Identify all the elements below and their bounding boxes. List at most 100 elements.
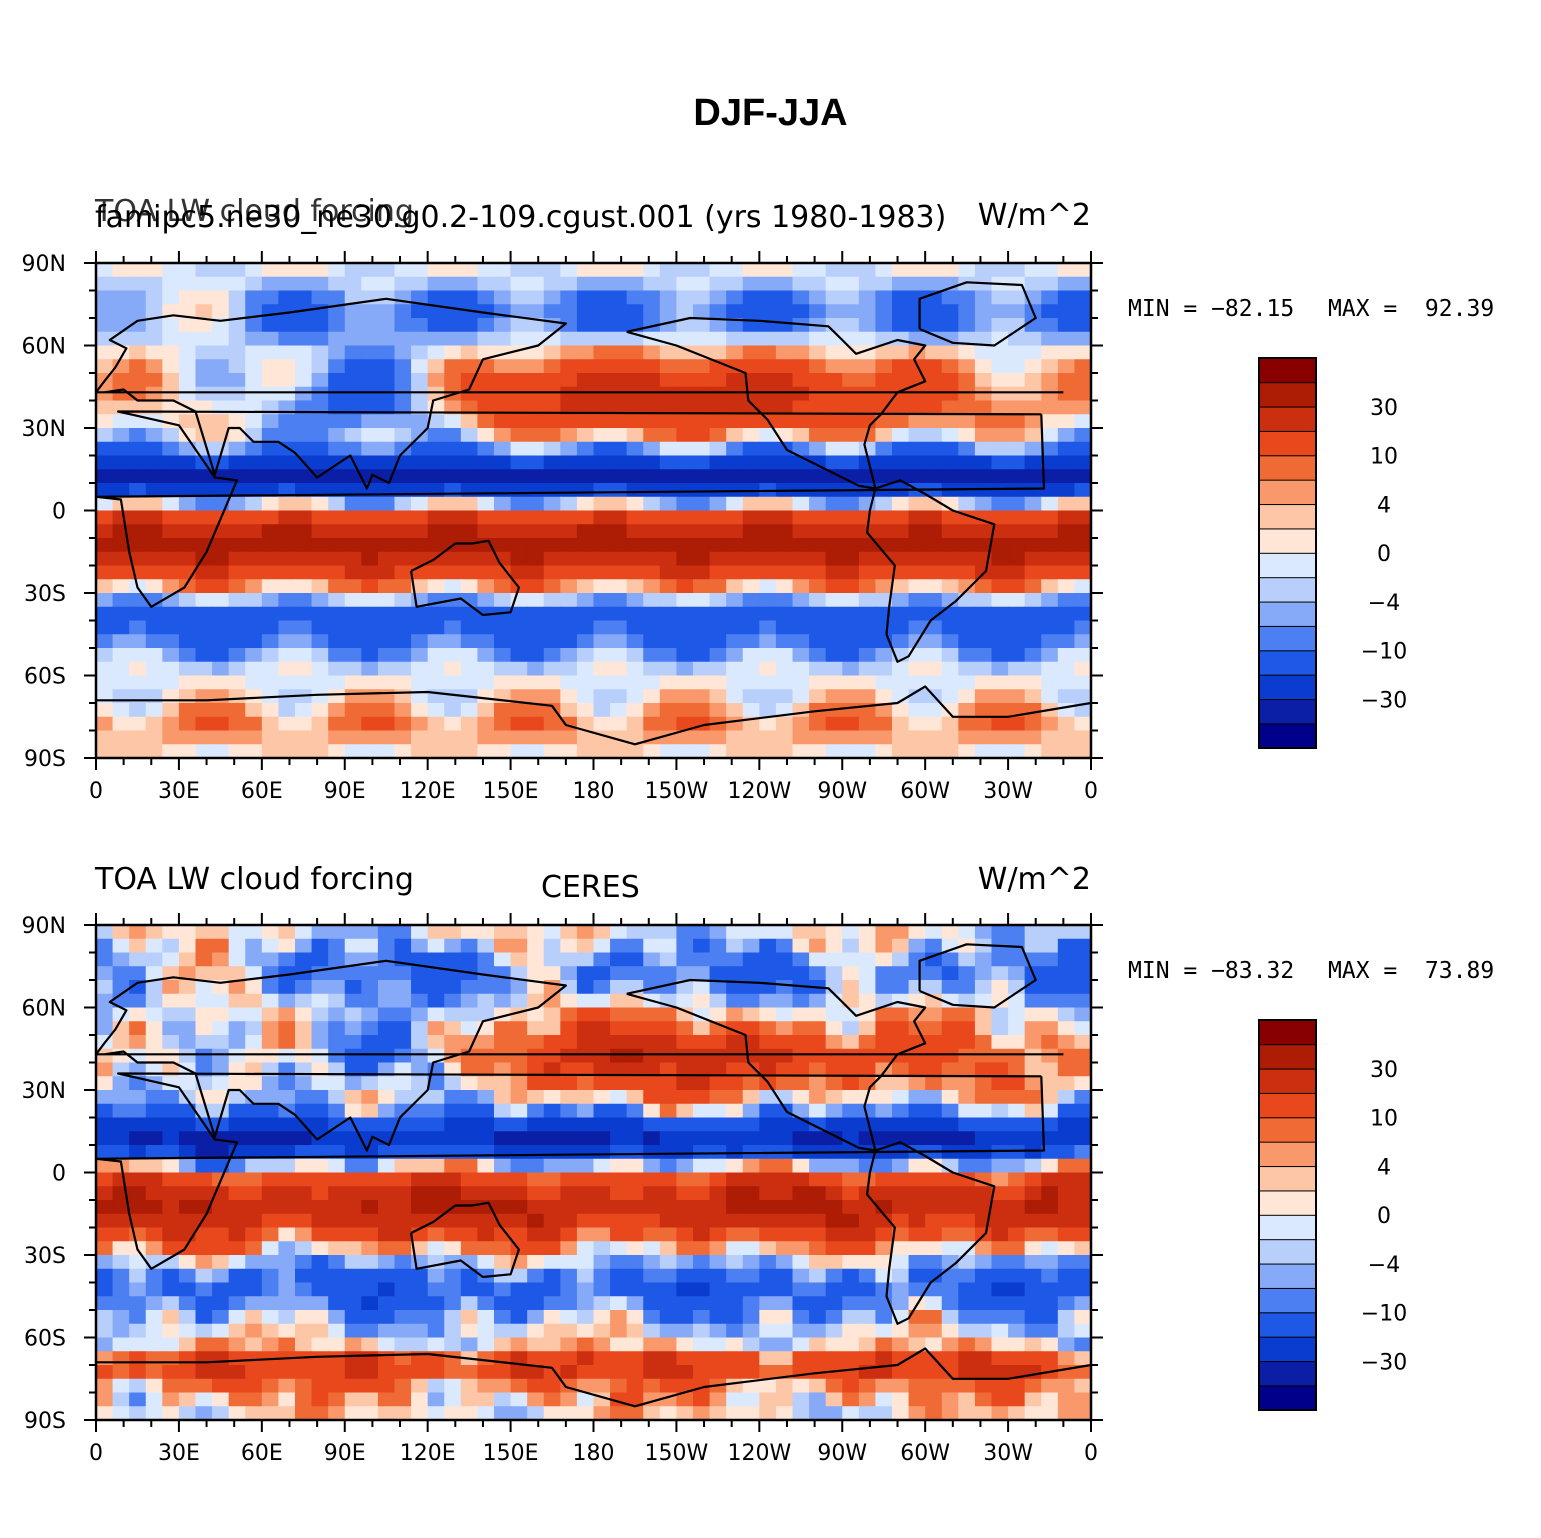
heatmap-cell <box>510 980 528 995</box>
heatmap-cell <box>610 1351 628 1366</box>
heatmap-cell <box>1074 606 1091 622</box>
heatmap-cell <box>212 634 230 649</box>
y-tick-label: 60S <box>24 665 66 690</box>
max-value-label: MAX = 73.89 <box>1328 958 1495 984</box>
heatmap-cell <box>344 1323 362 1339</box>
heatmap-cell <box>726 1213 744 1229</box>
heatmap-cell <box>925 1021 943 1036</box>
heatmap-cell <box>809 414 827 429</box>
heatmap-cell <box>775 634 794 649</box>
heatmap-cell <box>477 661 495 677</box>
heatmap-cell <box>775 620 794 635</box>
heatmap-cell <box>1024 1035 1042 1050</box>
heatmap-cell <box>510 373 528 388</box>
heatmap-cell <box>510 1090 528 1105</box>
heatmap-cell <box>676 1323 694 1339</box>
heatmap-cell <box>178 551 197 567</box>
heatmap-cell <box>162 1172 180 1187</box>
heatmap-cell <box>1057 1200 1076 1215</box>
heatmap-cell <box>162 620 180 635</box>
heatmap-cell <box>693 925 711 940</box>
heatmap-cell <box>460 1365 479 1380</box>
heatmap-cell <box>941 634 959 649</box>
heatmap-cell <box>958 400 976 415</box>
heatmap-cell <box>212 689 230 704</box>
heatmap-cell <box>742 1158 760 1174</box>
heatmap-cell <box>377 359 396 374</box>
heatmap-cell <box>676 1337 694 1352</box>
heatmap-cell <box>162 345 180 360</box>
heatmap-cell <box>974 1131 993 1146</box>
heatmap-cell <box>610 1035 628 1050</box>
heatmap-cell <box>444 648 462 663</box>
heatmap-cell <box>892 414 910 429</box>
heatmap-cell <box>477 304 495 319</box>
heatmap-cell <box>775 689 794 704</box>
x-tick-label: 120W <box>727 1441 791 1466</box>
heatmap-cell <box>759 966 777 981</box>
heatmap-cell <box>1008 634 1026 649</box>
heatmap-cell <box>145 938 163 954</box>
heatmap-cell <box>212 744 230 758</box>
heatmap-cell <box>162 290 180 305</box>
heatmap-cell <box>742 661 760 677</box>
heatmap-cell <box>295 661 313 677</box>
heatmap-cell <box>593 1268 611 1284</box>
heatmap-cell <box>925 1048 943 1064</box>
heatmap-cell <box>510 1365 528 1380</box>
heatmap-cell <box>875 1378 893 1394</box>
heatmap-cell <box>759 952 777 967</box>
heatmap-cell <box>693 359 711 374</box>
heatmap-cell <box>659 510 678 525</box>
heatmap-cell <box>892 966 910 981</box>
heatmap-cell <box>278 980 296 995</box>
heatmap-cell <box>643 1255 661 1270</box>
heatmap-cell <box>328 538 346 553</box>
heatmap-cell <box>991 538 1009 553</box>
heatmap-cell <box>1057 1310 1076 1325</box>
heatmap-cell <box>875 359 893 374</box>
heatmap-cell <box>626 1323 644 1339</box>
heatmap-cell <box>560 414 578 429</box>
heatmap-cell <box>626 925 644 940</box>
heatmap-cell <box>908 648 926 663</box>
heatmap-cell <box>560 1337 578 1352</box>
heatmap-cell <box>659 579 678 594</box>
heatmap-cell <box>941 1268 959 1284</box>
heatmap-cell <box>278 593 296 608</box>
heatmap-cell <box>212 1365 230 1380</box>
heatmap-cell <box>1008 1035 1026 1050</box>
heatmap-cell <box>394 1090 412 1105</box>
heatmap-cell <box>626 551 644 567</box>
x-tick-label: 30E <box>158 1441 200 1466</box>
heatmap-cell <box>709 1310 727 1325</box>
heatmap-cell <box>543 1145 561 1160</box>
heatmap-cell <box>129 469 147 484</box>
heatmap-cell <box>693 538 711 553</box>
heatmap-cell <box>460 1076 479 1091</box>
heatmap-cell <box>96 1365 114 1380</box>
heatmap-cell <box>460 263 479 278</box>
heatmap-cell <box>560 1282 578 1297</box>
heatmap-cell <box>1024 1213 1042 1229</box>
heatmap-cell <box>908 428 926 443</box>
heatmap-cell <box>892 579 910 594</box>
heatmap-cell <box>892 1200 910 1215</box>
heatmap-cell <box>610 1323 628 1339</box>
heatmap-cell <box>925 606 943 622</box>
heatmap-cell <box>842 1172 860 1187</box>
colorbar-swatch <box>1258 625 1317 652</box>
heatmap-cell <box>908 263 926 278</box>
heatmap-cell <box>676 703 694 718</box>
heatmap-cell <box>892 565 910 580</box>
heatmap-cell <box>295 648 313 663</box>
heatmap-cell <box>145 966 163 981</box>
heatmap-cell <box>328 716 346 732</box>
heatmap-cell <box>676 1255 694 1270</box>
heatmap-cell <box>361 1337 379 1352</box>
heatmap-cell <box>1041 1145 1059 1160</box>
heatmap-cell <box>991 634 1009 649</box>
heatmap-cell <box>875 441 893 457</box>
heatmap-cell <box>875 1365 893 1380</box>
heatmap-cell <box>659 1062 678 1077</box>
